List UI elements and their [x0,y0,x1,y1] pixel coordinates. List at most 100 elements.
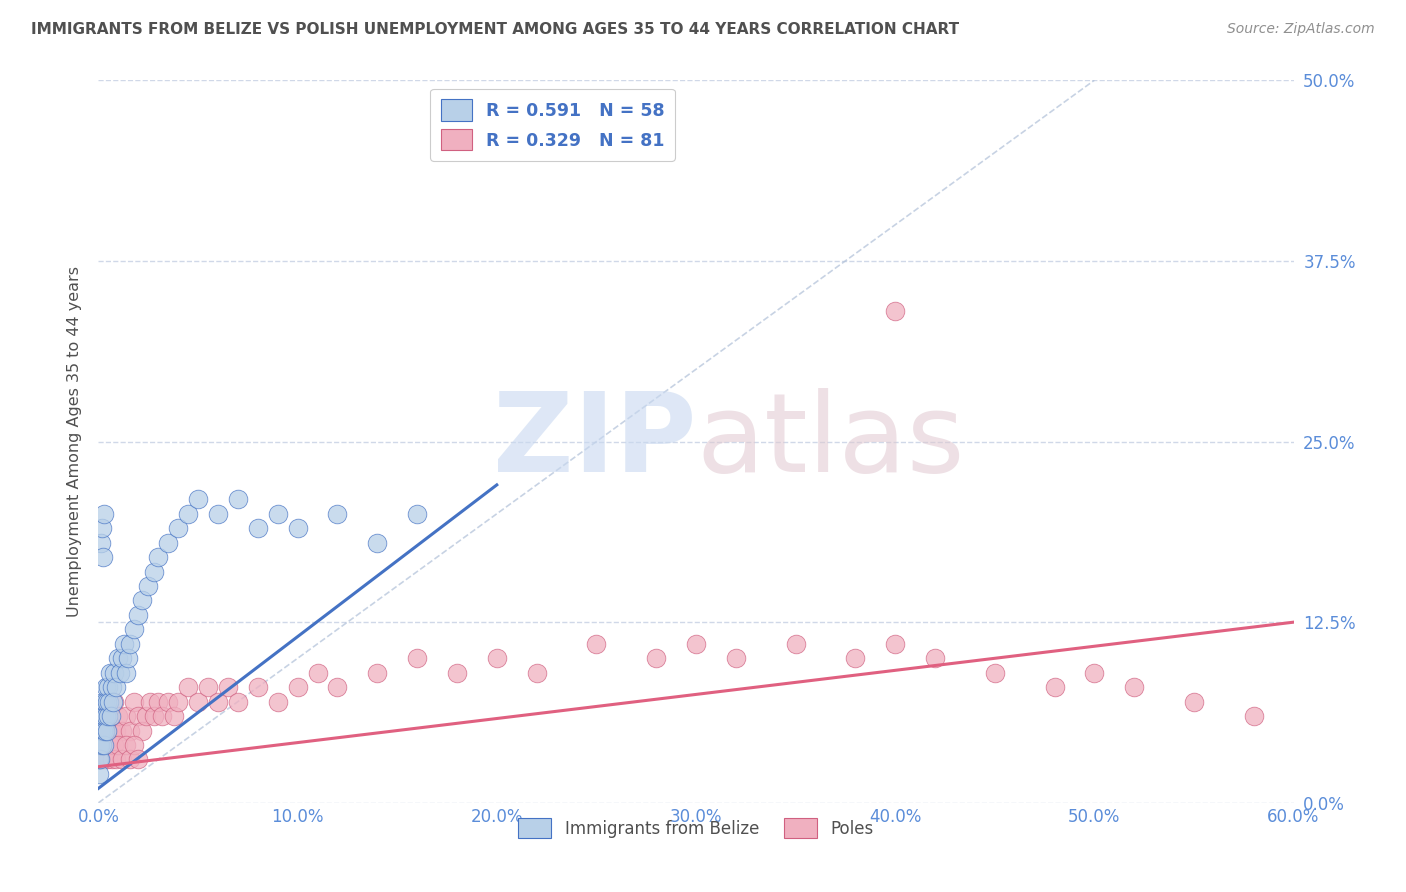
Point [1243,709,1265,723]
Point [117,651,139,665]
Point [446,665,468,680]
Point [96,723,118,738]
Point [101,723,124,738]
Point [115,709,138,723]
Point [89,752,111,766]
Point [143,709,166,723]
Point [103,695,125,709]
Point [148,695,170,709]
Point [148,550,170,565]
Point [177,680,200,694]
Point [157,695,180,709]
Point [177,507,200,521]
Point [124,738,146,752]
Point [94,723,117,738]
Point [127,607,149,622]
Point [326,680,349,694]
Point [135,709,157,723]
Point [93,752,115,766]
Point [131,593,153,607]
Point [96,695,118,709]
Point [90,535,112,549]
Point [785,637,807,651]
Point [924,651,946,665]
Point [287,680,309,694]
Point [115,665,138,680]
Point [366,665,388,680]
Point [120,723,142,738]
Point [91,738,114,752]
Point [98,695,121,709]
Point [485,651,508,665]
Point [150,709,173,723]
Point [94,709,117,723]
Point [89,752,111,766]
Point [326,507,349,521]
Point [267,695,290,709]
Point [267,507,290,521]
Point [96,738,118,752]
Point [115,738,138,752]
Point [89,738,111,752]
Point [107,738,129,752]
Point [246,521,269,535]
Point [87,738,110,752]
Point [127,752,149,766]
Point [207,507,229,521]
Point [91,738,114,752]
Point [101,680,124,694]
Point [112,637,135,651]
Legend: Immigrants from Belize, Poles: Immigrants from Belize, Poles [512,812,880,845]
Point [724,651,747,665]
Point [89,752,111,766]
Point [187,492,209,507]
Point [207,695,229,709]
Point [91,709,114,723]
Point [366,535,388,549]
Point [120,637,142,651]
Point [884,637,907,651]
Point [136,579,159,593]
Text: atlas: atlas [696,388,965,495]
Point [89,738,111,752]
Point [217,680,239,694]
Point [96,709,118,723]
Point [685,637,707,651]
Text: IMMIGRANTS FROM BELIZE VS POLISH UNEMPLOYMENT AMONG AGES 35 TO 44 YEARS CORRELAT: IMMIGRANTS FROM BELIZE VS POLISH UNEMPLO… [31,22,959,37]
Point [157,535,180,549]
Point [167,521,190,535]
Point [187,695,209,709]
Point [91,723,114,738]
Point [89,752,111,766]
Point [103,695,125,709]
Point [1083,665,1105,680]
Point [97,723,120,738]
Point [105,680,128,694]
Point [110,665,132,680]
Point [406,651,429,665]
Point [105,752,128,766]
Point [1182,695,1205,709]
Point [103,738,125,752]
Point [984,665,1007,680]
Point [94,723,117,738]
Point [93,550,115,565]
Point [98,665,122,680]
Point [91,738,114,752]
Point [226,492,249,507]
Point [105,723,128,738]
Point [645,651,668,665]
Point [93,695,115,709]
Point [94,695,117,709]
Point [143,565,166,579]
Point [93,738,115,752]
Point [844,651,866,665]
Point [90,752,112,766]
Point [246,680,269,694]
Point [93,709,115,723]
Point [93,738,115,752]
Point [97,680,120,694]
Point [526,665,548,680]
Point [120,752,142,766]
Point [163,709,186,723]
